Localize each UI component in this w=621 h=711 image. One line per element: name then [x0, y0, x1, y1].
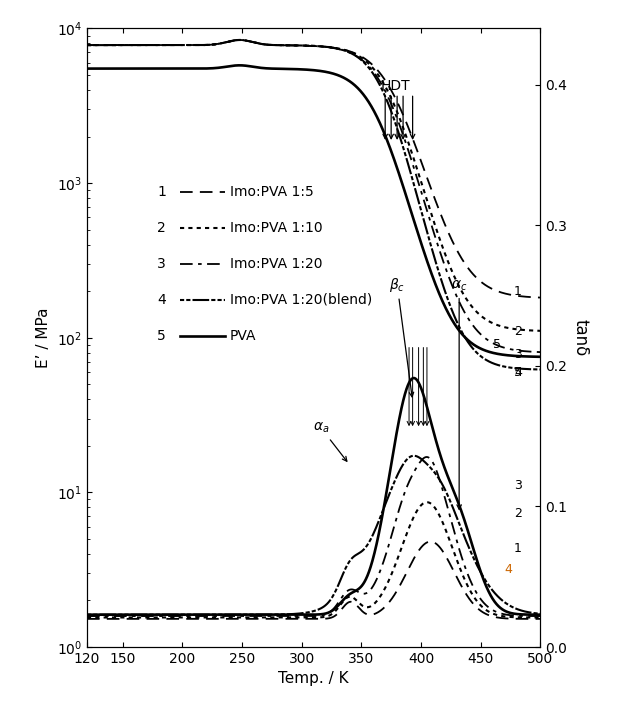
Text: Imo:PVA 1:20: Imo:PVA 1:20 [230, 257, 322, 271]
Text: Imo:PVA 1:20(blend): Imo:PVA 1:20(blend) [230, 293, 372, 307]
Text: 3: 3 [514, 348, 522, 361]
Text: $\beta_c$: $\beta_c$ [389, 276, 414, 397]
Text: 3: 3 [514, 479, 522, 492]
Text: 1: 1 [514, 284, 522, 298]
Text: Imo:PVA 1:5: Imo:PVA 1:5 [230, 186, 314, 199]
Text: 2: 2 [514, 325, 522, 338]
Text: Imo:PVA 1:10: Imo:PVA 1:10 [230, 221, 322, 235]
Y-axis label: E’ / MPa: E’ / MPa [36, 307, 51, 368]
Text: 5: 5 [514, 366, 522, 380]
Text: PVA: PVA [230, 329, 256, 343]
Y-axis label: tanδ: tanδ [571, 319, 589, 356]
Text: $\alpha_c$: $\alpha_c$ [451, 279, 468, 509]
Text: 2: 2 [157, 221, 166, 235]
Text: 3: 3 [157, 257, 166, 271]
Text: 1: 1 [157, 186, 166, 199]
Text: $\alpha_a$: $\alpha_a$ [312, 420, 347, 461]
Text: 4: 4 [514, 365, 522, 378]
X-axis label: Temp. / K: Temp. / K [278, 671, 349, 686]
Text: 1: 1 [514, 542, 522, 555]
Text: 4: 4 [157, 293, 166, 307]
Text: 4: 4 [504, 563, 512, 576]
Text: 2: 2 [514, 507, 522, 520]
Text: 5: 5 [157, 329, 166, 343]
Text: 5: 5 [492, 338, 501, 351]
Text: HDT: HDT [381, 80, 410, 93]
